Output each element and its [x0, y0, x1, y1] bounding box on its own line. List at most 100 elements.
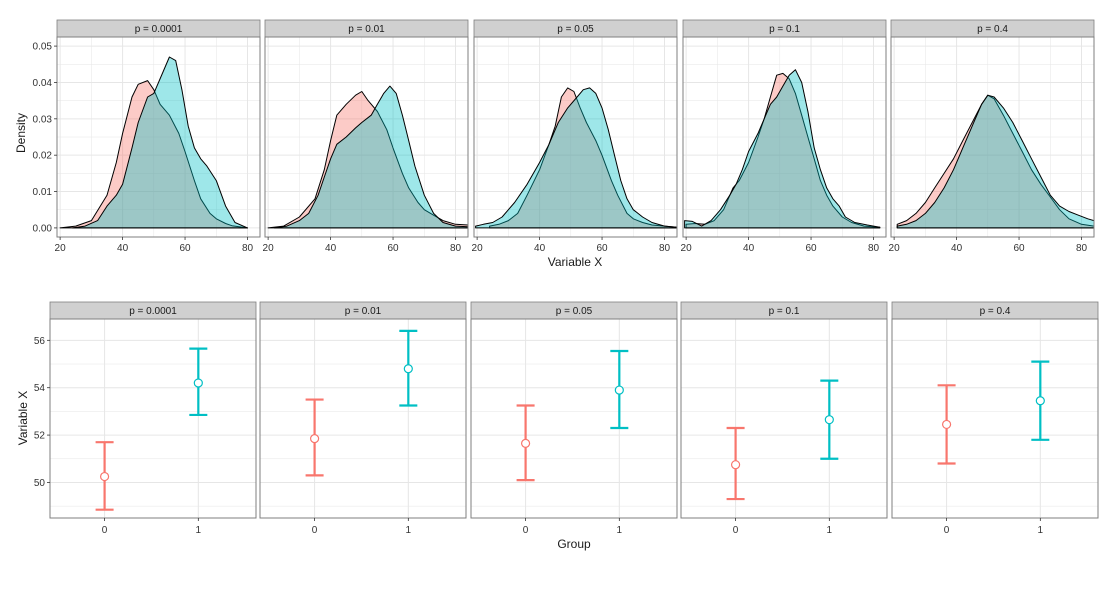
x-tick-label: 1	[1038, 525, 1044, 536]
error-bar-group-1	[189, 347, 208, 417]
errorbar-panel: p = 0.01 0 1	[259, 301, 467, 536]
x-tick-label: 40	[951, 243, 963, 254]
x-tick-label: 0	[312, 525, 318, 536]
facet-strip-label: p = 0.05	[557, 24, 594, 35]
x-tick-label: 0	[523, 525, 529, 536]
mean-point	[824, 415, 834, 425]
errorbar-panel: p = 0.1 0 1	[680, 301, 888, 536]
x-tick-label: 1	[406, 525, 412, 536]
x-tick-label: 0	[733, 525, 739, 536]
x-tick-label: 60	[805, 243, 817, 254]
x-tick-label: 40	[325, 243, 337, 254]
mean-point	[730, 460, 741, 470]
mean-point	[614, 385, 624, 395]
density-area-group-1	[475, 87, 677, 229]
x-tick-label: 60	[179, 243, 191, 254]
mean-point	[941, 419, 952, 430]
y-tick-label: 0.05	[33, 42, 53, 53]
x-tick-label: 40	[117, 243, 129, 254]
x-tick-label: 80	[450, 243, 462, 254]
x-tick-label: 20	[263, 243, 275, 254]
x-tick-label: 20	[472, 243, 484, 254]
density-panel: p = 0.05 20 40 60 80	[472, 19, 678, 254]
panel-border	[891, 318, 1099, 519]
errorbar-chart: p = 0.0001 0 1 50 52 54 56 p = 0.01 0 1 p = 0.05 0 1…	[34, 301, 1099, 536]
errorbar-panel: p = 0.4 0 1	[891, 301, 1099, 536]
x-tick-label: 60	[1013, 243, 1025, 254]
x-tick-label: 80	[242, 243, 254, 254]
error-bar-group-1	[1031, 360, 1050, 441]
panel-border	[49, 318, 257, 519]
x-tick-label: 40	[743, 243, 755, 254]
mean-point	[1035, 396, 1045, 406]
facet-strip-label: p = 0.4	[980, 306, 1011, 317]
density-chart: p = 0.0001 20 40 60 80 0.00 0.01 0.02 0.03 0.04 0.…	[33, 19, 1095, 254]
mean-point	[193, 378, 203, 388]
facet-strip-label: p = 0.0001	[129, 306, 177, 317]
density-panel: p = 0.01 20 40 60 80	[263, 19, 469, 254]
panel-border	[264, 36, 469, 238]
x-tick-label: 80	[659, 243, 671, 254]
panel-border	[259, 318, 467, 519]
error-bar-group-0	[95, 441, 114, 511]
density-area-group-0	[59, 80, 248, 229]
facet-strip-label: p = 0.01	[345, 306, 382, 317]
error-bar-group-0	[937, 384, 956, 465]
x-tick-label: 20	[55, 243, 67, 254]
facet-strip-label: p = 0.05	[556, 306, 593, 317]
y-tick-label: 0.01	[33, 187, 53, 198]
y-tick-label: 50	[34, 478, 46, 489]
error-bar-group-1	[820, 379, 839, 460]
error-bar-group-0	[516, 404, 535, 482]
x-tick-label: 0	[102, 525, 108, 536]
density-area-group-0	[685, 72, 881, 229]
mean-point	[403, 364, 413, 374]
density-area-group-1	[72, 56, 248, 229]
facet-strip-label: p = 0.01	[348, 24, 385, 35]
x-tick-label: 20	[889, 243, 901, 254]
density-panel: p = 0.0001 20 40 60 80 0.00 0.01 0.02 0.03 0.04 0.…	[33, 19, 261, 254]
facet-strip-label: p = 0.0001	[135, 24, 183, 35]
y-tick-label: 0.02	[33, 151, 53, 162]
density-area-group-1	[684, 69, 881, 229]
panel-border	[470, 318, 678, 519]
density-y-axis-title: Density	[14, 113, 28, 153]
error-bar-group-1	[399, 329, 418, 407]
panel-border	[56, 36, 261, 238]
error-bar-group-1	[610, 349, 629, 430]
x-tick-label: 1	[196, 525, 202, 536]
x-tick-label: 0	[944, 525, 950, 536]
mean-point	[520, 438, 531, 448]
facet-strip-label: p = 0.4	[977, 24, 1008, 35]
panel-border	[473, 36, 678, 238]
density-x-axis-title: Variable X	[548, 255, 602, 269]
y-tick-label: 52	[34, 431, 46, 442]
x-tick-label: 1	[827, 525, 833, 536]
x-tick-label: 40	[534, 243, 546, 254]
y-tick-label: 56	[34, 336, 46, 347]
facet-strip-label: p = 0.1	[769, 24, 800, 35]
density-area-group-0	[896, 94, 1094, 229]
mean-point	[99, 471, 110, 482]
y-tick-label: 0.03	[33, 114, 53, 125]
y-tick-label: 54	[34, 383, 46, 394]
errorbar-panel: p = 0.0001 0 1 50 52 54 56	[34, 301, 257, 536]
errorbar-panel: p = 0.05 0 1	[470, 301, 678, 536]
error-bar-group-0	[726, 426, 745, 501]
error-bar-group-0	[305, 398, 324, 477]
panel-border	[890, 36, 1095, 238]
errorbar-y-axis-title: Variable X	[16, 391, 30, 445]
x-tick-label: 80	[868, 243, 880, 254]
x-tick-label: 80	[1076, 243, 1088, 254]
y-tick-label: 0.00	[33, 223, 53, 234]
density-area-group-1	[896, 94, 1094, 229]
facet-strip-label: p = 0.1	[769, 306, 800, 317]
mean-point	[309, 434, 320, 444]
panel-border	[682, 36, 887, 238]
density-panel: p = 0.4 20 40 60 80	[889, 19, 1095, 254]
x-tick-label: 1	[617, 525, 623, 536]
x-tick-label: 60	[387, 243, 399, 254]
errorbar-x-axis-title: Group	[557, 537, 591, 551]
x-tick-label: 60	[596, 243, 608, 254]
